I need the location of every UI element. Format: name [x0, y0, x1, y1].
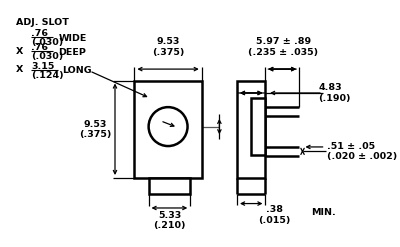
Bar [134, 81, 202, 178]
Text: X: X [16, 65, 23, 75]
Text: .76: .76 [31, 43, 48, 52]
Text: (.124): (.124) [31, 71, 64, 80]
Text: MIN.: MIN. [311, 208, 336, 217]
Text: 5.97 ± .89
(.235 ± .035): 5.97 ± .89 (.235 ± .035) [248, 37, 318, 57]
Text: .76: .76 [31, 29, 48, 38]
Text: 5.33
(.210): 5.33 (.210) [153, 211, 186, 230]
Text: .51 ± .05
(.020 ± .002): .51 ± .05 (.020 ± .002) [327, 142, 398, 161]
Bar [149, 178, 190, 194]
Text: ADJ. SLOT: ADJ. SLOT [16, 18, 69, 27]
Text: 3.15: 3.15 [31, 62, 54, 71]
Bar [237, 81, 265, 178]
Text: LONG: LONG [62, 66, 92, 75]
Text: 4.83
(.190): 4.83 (.190) [318, 83, 351, 103]
Text: (.030): (.030) [31, 38, 63, 47]
Text: 9.53
(.375): 9.53 (.375) [79, 120, 112, 139]
Text: 9.53
(.375): 9.53 (.375) [152, 37, 184, 57]
Text: WIDE: WIDE [58, 34, 87, 43]
Text: DEEP: DEEP [58, 48, 86, 57]
Text: X: X [16, 47, 23, 56]
Text: .38
(.015): .38 (.015) [258, 205, 290, 225]
Bar [251, 98, 265, 155]
Text: (.030): (.030) [31, 52, 63, 61]
